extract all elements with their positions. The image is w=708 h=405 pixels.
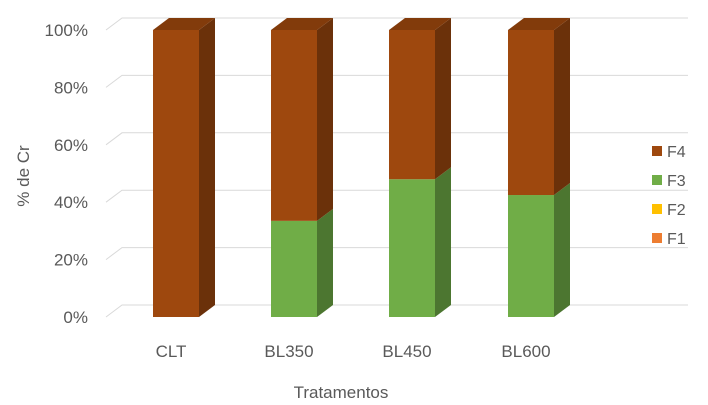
y-tick-label: 100% — [45, 21, 88, 40]
bar-clt-f4-side — [199, 18, 215, 317]
legend-swatch-f3 — [652, 175, 662, 185]
y-tick-label: 60% — [54, 136, 88, 155]
x-tick-label: BL350 — [264, 342, 313, 361]
bar-clt-f4 — [153, 30, 199, 317]
bar-bl600-f4 — [508, 30, 554, 196]
bar-bl600-f4-side — [554, 18, 570, 196]
y-axis-ticks: 0% 20% 40% 60% 80% 100% — [45, 21, 88, 327]
x-axis-title: Tratamentos — [294, 383, 389, 402]
x-axis-ticks: CLT BL350 BL450 BL600 — [156, 342, 551, 361]
gridline — [105, 132, 688, 146]
gridline — [105, 74, 688, 88]
x-tick-label: BL600 — [501, 342, 550, 361]
gridlines — [105, 17, 688, 318]
x-tick-label: BL450 — [382, 342, 431, 361]
bar-bl350-f3-side — [317, 208, 333, 317]
legend-swatch-f2 — [652, 204, 662, 214]
bar-bl600-f4-top — [508, 18, 570, 30]
bars — [153, 18, 570, 317]
legend-label-f4: F4 — [667, 144, 686, 161]
y-tick-label: 40% — [54, 193, 88, 212]
y-tick-label: 20% — [54, 251, 88, 270]
legend-label-f1: F1 — [667, 231, 686, 248]
gridline — [105, 17, 688, 31]
bar-bl450-f3 — [389, 179, 435, 317]
bar-bl450-f4-top — [389, 18, 451, 30]
bar-bl450-f3-side — [435, 167, 451, 317]
legend-label-f3: F3 — [667, 173, 686, 190]
gridline — [105, 304, 688, 318]
bar-bl350-f3 — [271, 220, 317, 317]
legend-label-f2: F2 — [667, 202, 686, 219]
bar-bl350-f4 — [271, 30, 317, 221]
bar-bl350-f4-side — [317, 18, 333, 221]
bar-clt-f4-top — [153, 18, 215, 30]
y-axis-title: % de Cr — [14, 145, 33, 207]
gridline — [105, 189, 688, 203]
y-tick-label: 80% — [54, 78, 88, 97]
x-tick-label: CLT — [156, 342, 187, 361]
bar-bl350-f4-top — [271, 18, 333, 30]
legend-swatch-f1 — [652, 233, 662, 243]
bar-bl450-f4 — [389, 30, 435, 180]
gridline — [105, 247, 688, 260]
y-tick-label: 0% — [63, 308, 88, 327]
legend-swatch-f4 — [652, 146, 662, 156]
bar-bl600-f3 — [508, 195, 554, 317]
legend: F4 F3 F2 F1 — [652, 144, 686, 248]
bar-bl600-f3-side — [554, 183, 570, 317]
bar-bl450-f4-side — [435, 18, 451, 180]
